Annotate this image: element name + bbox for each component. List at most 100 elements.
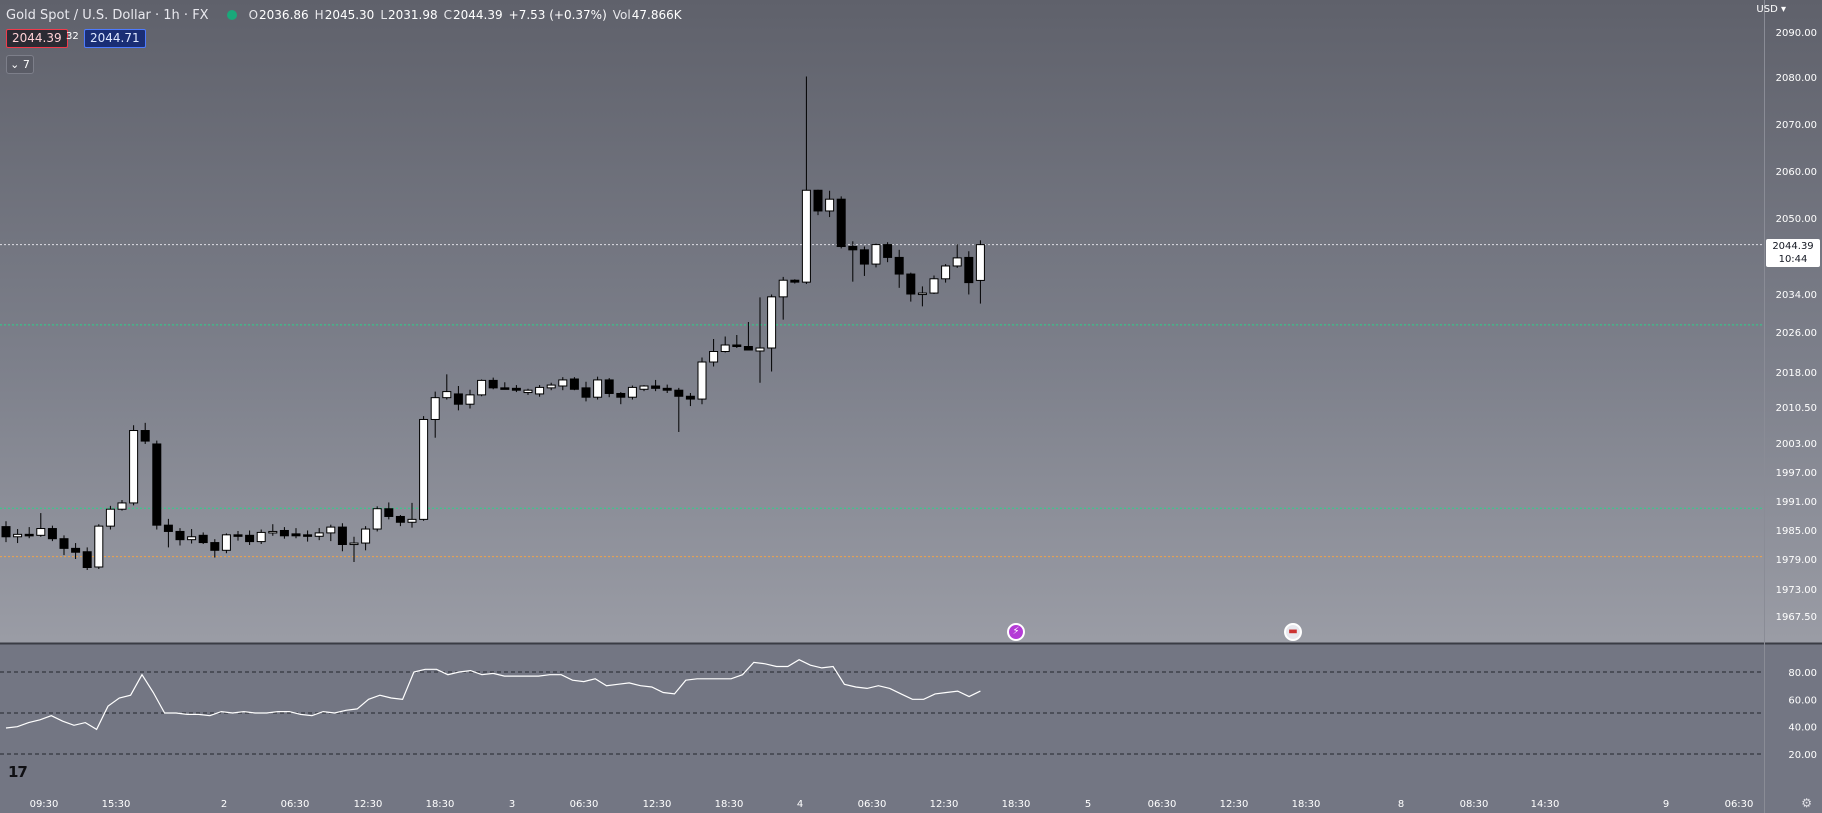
- time-tick-label: 06:30: [281, 799, 310, 810]
- currency-selector[interactable]: USD ▾: [1756, 4, 1786, 15]
- settings-gear-icon[interactable]: ⚙: [1801, 796, 1812, 810]
- price-tick-label: 2026.00: [1776, 328, 1817, 339]
- candle-body: [674, 389, 684, 397]
- candle-body: [651, 385, 661, 389]
- time-tick-label: 06:30: [1148, 799, 1177, 810]
- candle-body: [291, 533, 301, 537]
- candle-body: [767, 296, 777, 349]
- candle-body: [24, 533, 34, 537]
- sell-button[interactable]: 2044.39: [6, 29, 68, 48]
- candle-body: [430, 397, 440, 420]
- candle-body: [929, 278, 939, 294]
- price-tick-label: 2018.00: [1776, 368, 1817, 379]
- buy-button[interactable]: 2044.71: [84, 29, 146, 48]
- low-label: L: [380, 8, 387, 22]
- candle-body: [685, 395, 695, 400]
- candle-body: [349, 542, 359, 546]
- candle-body: [152, 443, 162, 526]
- candle-body: [743, 346, 753, 351]
- time-tick-label: 4: [797, 799, 803, 810]
- time-tick-label: 18:30: [426, 799, 455, 810]
- candle-body: [546, 384, 556, 389]
- candle-body: [511, 387, 521, 391]
- price-tick-label: 2070.00: [1776, 120, 1817, 131]
- indicators-toggle-button[interactable]: ⌄ 7: [6, 55, 34, 74]
- oscillator-tick-label: 20.00: [1788, 750, 1817, 761]
- time-tick-label: 14:30: [1531, 799, 1560, 810]
- oscillator-line: [5, 659, 981, 731]
- candle-body: [361, 528, 371, 544]
- oscillator-axis: 80.00 60.00 40.00 20.00: [1788, 668, 1817, 761]
- candle-body: [801, 189, 811, 283]
- candle-body: [964, 256, 974, 284]
- market-open-icon: [226, 10, 237, 20]
- price-axis: 2090.00 2080.00 2070.00 2060.00 2050.00 2034.…: [1776, 28, 1817, 623]
- oscillator-pane: [0, 644, 1822, 813]
- candle-body: [117, 502, 127, 510]
- close-value: 2044.39: [453, 8, 503, 22]
- candle-body: [384, 508, 394, 517]
- candle-body: [894, 256, 904, 275]
- candle-body: [94, 525, 104, 568]
- candle-body: [140, 430, 150, 442]
- candle-body: [662, 387, 672, 391]
- high-value: 2045.30: [324, 8, 375, 22]
- current-price-label: 2044.39 10:44: [1766, 239, 1820, 267]
- candle-body: [82, 551, 92, 568]
- time-tick-label: 08:30: [1460, 799, 1489, 810]
- candle-body: [709, 351, 719, 363]
- price-tick-label: 2080.00: [1776, 73, 1817, 84]
- candle-body: [616, 392, 626, 398]
- candle-body: [917, 292, 927, 296]
- candle-body: [604, 379, 614, 394]
- candle-body: [279, 529, 289, 537]
- time-tick-label: 06:30: [570, 799, 599, 810]
- candle-body: [419, 418, 429, 520]
- candle-body: [813, 189, 823, 212]
- candle-body: [395, 515, 405, 523]
- time-tick-label: 3: [509, 799, 515, 810]
- candle-body: [187, 536, 197, 541]
- candle-body: [337, 526, 347, 545]
- oscillator-tick-label: 80.00: [1788, 668, 1817, 679]
- candle-body: [906, 273, 916, 295]
- candle-body: [836, 198, 846, 247]
- candle-body: [210, 542, 220, 551]
- time-tick-label: 15:30: [102, 799, 131, 810]
- candle-body: [256, 531, 266, 543]
- low-value: 2031.98: [388, 8, 438, 22]
- candle-body: [314, 532, 324, 537]
- candle-body: [221, 534, 231, 551]
- price-tick-label: 1997.00: [1776, 468, 1817, 479]
- candle-body: [952, 257, 962, 267]
- candle-body: [500, 387, 510, 390]
- candle-body: [639, 385, 649, 390]
- candle-body: [488, 379, 498, 389]
- us-flag-event-icon[interactable]: ▬: [1284, 623, 1302, 641]
- candle-body: [732, 344, 742, 347]
- dividend-event-icon[interactable]: ⚡: [1007, 623, 1025, 641]
- candle-body: [790, 279, 800, 283]
- price-tick-label: 2090.00: [1776, 28, 1817, 39]
- price-tick-label: 1973.00: [1776, 585, 1817, 596]
- price-tick-label: 2034.00: [1776, 290, 1817, 301]
- candles: [1, 76, 985, 570]
- candle-body: [535, 386, 545, 395]
- price-tick-label: 1979.00: [1776, 555, 1817, 566]
- candle-body: [36, 528, 46, 536]
- candle-body: [465, 394, 475, 405]
- open-value: 2036.86: [259, 8, 309, 22]
- candle-body: [859, 249, 869, 265]
- time-tick-label: 8: [1398, 799, 1404, 810]
- symbol-title[interactable]: Gold Spot / U.S. Dollar · 1h · FX: [6, 7, 209, 23]
- candle-body: [825, 198, 835, 212]
- time-tick-label: 06:30: [1725, 799, 1754, 810]
- tradingview-logo-icon[interactable]: 17: [8, 763, 28, 781]
- time-tick-label: 12:30: [930, 799, 959, 810]
- candle-body: [442, 391, 452, 399]
- close-label: C: [443, 8, 453, 22]
- candle-body: [407, 518, 417, 523]
- candle-body: [720, 344, 730, 352]
